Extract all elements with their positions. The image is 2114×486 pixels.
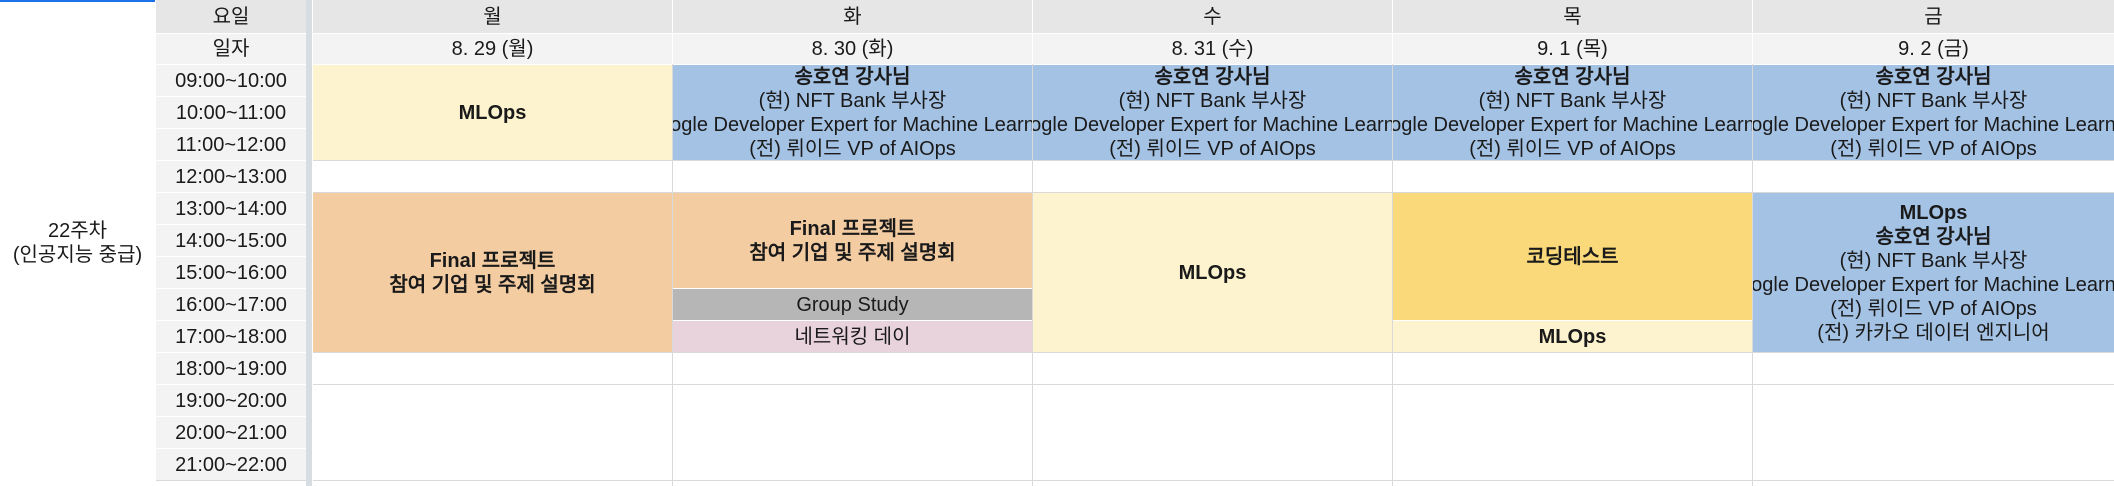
selection-indicator (0, 0, 155, 2)
instructor-credit: Google Developer Expert for Machine Lear… (1753, 273, 2114, 296)
instructor-credit: (전) 카카오 데이터 엔지니어 (1817, 321, 2050, 344)
frozen-column-divider[interactable] (306, 0, 312, 486)
time-slot-label[interactable]: 14:00~15:00 (156, 225, 306, 256)
date-header-thu[interactable]: 9. 1 (목) (1393, 34, 1752, 64)
instructor-name: 송호연 강사님 (1875, 65, 1992, 88)
date-header-fri[interactable]: 9. 2 (금) (1753, 34, 2114, 64)
time-slot-label[interactable]: 11:00~12:00 (156, 129, 306, 160)
date-header-tue[interactable]: 8. 30 (화) (673, 34, 1032, 64)
day-header-thu[interactable]: 목 (1393, 0, 1752, 33)
instructor-name: 송호연 강사님 (794, 65, 911, 88)
instructor-credit: (현) NFT Bank 부사장 (1839, 89, 2028, 112)
time-slot-label[interactable]: 17:00~18:00 (156, 321, 306, 352)
event-wed-instructor-block[interactable]: 송호연 강사님 (현) NFT Bank 부사장 Google Develope… (1033, 65, 1392, 160)
instructor-credit: (현) NFT Bank 부사장 (758, 89, 947, 112)
event-mon-final-project[interactable]: Final 프로젝트 참여 기업 및 주제 설명회 (313, 193, 672, 352)
instructor-credit: (전) 뤼이드 VP of AIOps (749, 137, 956, 160)
day-header-tue[interactable]: 화 (673, 0, 1032, 33)
date-row-label[interactable]: 일자 (156, 34, 306, 64)
instructor-credit: (전) 뤼이드 VP of AIOps (1830, 137, 2037, 160)
event-subtitle: 참여 기업 및 주제 설명회 (749, 241, 956, 264)
event-thu-coding-test[interactable]: 코딩테스트 (1393, 193, 1752, 320)
instructor-credit: (전) 뤼이드 VP of AIOps (1469, 137, 1676, 160)
instructor-credit: Google Developer Expert for Machine Lear… (673, 113, 1032, 136)
instructor-credit: Google Developer Expert for Machine Lear… (1033, 113, 1392, 136)
event-subtitle: 참여 기업 및 주제 설명회 (389, 273, 596, 296)
time-slot-label[interactable]: 13:00~14:00 (156, 193, 306, 224)
instructor-credit: (현) NFT Bank 부사장 (1118, 89, 1307, 112)
event-fri-instructor-block[interactable]: 송호연 강사님 (현) NFT Bank 부사장 Google Develope… (1753, 65, 2114, 160)
instructor-name: 송호연 강사님 (1154, 65, 1271, 88)
event-thu-mlops[interactable]: MLOps (1393, 321, 1752, 352)
time-slot-label[interactable]: 19:00~20:00 (156, 385, 306, 416)
event-title: MLOps (1899, 201, 1968, 224)
week-cell[interactable]: 22주차 (인공지능 중급) (0, 0, 155, 486)
instructor-credit: Google Developer Expert for Machine Lear… (1753, 113, 2114, 136)
day-header-wed[interactable]: 수 (1033, 0, 1392, 33)
event-tue-group-study[interactable]: Group Study (673, 289, 1032, 320)
time-slot-label[interactable]: 15:00~16:00 (156, 257, 306, 288)
day-row-label[interactable]: 요일 (156, 0, 306, 33)
instructor-credit: (전) 뤼이드 VP of AIOps (1830, 297, 2037, 320)
day-header-fri[interactable]: 금 (1753, 0, 2114, 33)
event-tue-networking-day[interactable]: 네트워킹 데이 (673, 321, 1032, 352)
instructor-credit: (현) NFT Bank 부사장 (1478, 89, 1667, 112)
event-thu-instructor-block[interactable]: 송호연 강사님 (현) NFT Bank 부사장 Google Develope… (1393, 65, 1752, 160)
time-slot-label[interactable]: 16:00~17:00 (156, 289, 306, 320)
week-course: (인공지능 중급) (12, 244, 143, 266)
time-slot-label[interactable]: 21:00~22:00 (156, 449, 306, 480)
event-tue-instructor-block[interactable]: 송호연 강사님 (현) NFT Bank 부사장 Google Develope… (673, 65, 1032, 160)
time-slot-label[interactable]: 12:00~13:00 (156, 161, 306, 192)
instructor-name: 송호연 강사님 (1875, 225, 1992, 248)
time-slot-label[interactable]: 18:00~19:00 (156, 353, 306, 384)
instructor-credit: Google Developer Expert for Machine Lear… (1393, 113, 1752, 136)
instructor-name: 송호연 강사님 (1514, 65, 1631, 88)
time-slot-label[interactable]: 20:00~21:00 (156, 417, 306, 448)
date-header-mon[interactable]: 8. 29 (월) (313, 34, 672, 64)
time-slot-label[interactable]: 10:00~11:00 (156, 97, 306, 128)
event-wed-mlops[interactable]: MLOps (1033, 193, 1392, 352)
event-mon-mlops[interactable]: MLOps (313, 65, 672, 160)
day-header-mon[interactable]: 월 (313, 0, 672, 33)
week-number: 22주차 (47, 220, 108, 242)
event-fri-mlops-instructor-block[interactable]: MLOps 송호연 강사님 (현) NFT Bank 부사장 Google De… (1753, 193, 2114, 352)
event-title: Final 프로젝트 (429, 249, 556, 272)
date-header-wed[interactable]: 8. 31 (수) (1033, 34, 1392, 64)
time-slot-label[interactable]: 09:00~10:00 (156, 65, 306, 96)
event-title: Final 프로젝트 (789, 217, 916, 240)
instructor-credit: (현) NFT Bank 부사장 (1839, 249, 2028, 272)
instructor-credit: (전) 뤼이드 VP of AIOps (1109, 137, 1316, 160)
event-tue-final-project[interactable]: Final 프로젝트 참여 기업 및 주제 설명회 (673, 193, 1032, 288)
